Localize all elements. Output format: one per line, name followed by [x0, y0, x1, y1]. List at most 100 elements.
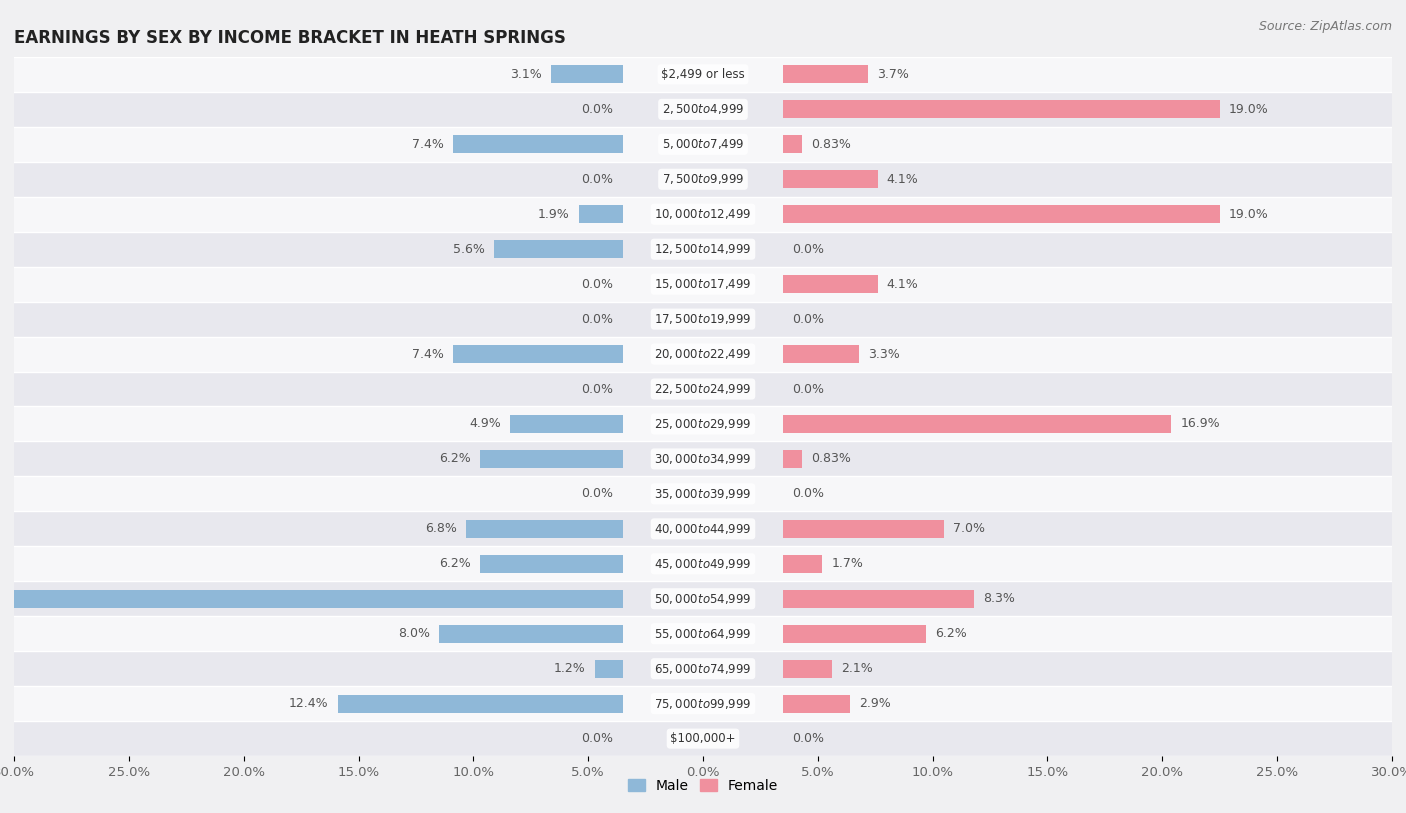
Bar: [481, 450, 623, 468]
Text: 0.0%: 0.0%: [582, 103, 613, 115]
Bar: [783, 135, 803, 154]
Text: $20,000 to $22,499: $20,000 to $22,499: [654, 347, 752, 361]
Bar: [14, 232, 1392, 267]
Text: 7.4%: 7.4%: [412, 348, 443, 360]
Bar: [14, 127, 1392, 162]
Bar: [14, 546, 1392, 581]
Text: $35,000 to $39,999: $35,000 to $39,999: [654, 487, 752, 501]
Bar: [14, 337, 1392, 372]
Text: 7.4%: 7.4%: [412, 138, 443, 150]
Text: 6.8%: 6.8%: [426, 523, 457, 535]
Text: 16.9%: 16.9%: [1181, 418, 1220, 430]
Bar: [783, 450, 803, 468]
Text: $50,000 to $54,999: $50,000 to $54,999: [654, 592, 752, 606]
Bar: [14, 302, 1392, 337]
Bar: [453, 135, 623, 154]
Bar: [14, 406, 1392, 441]
Text: 4.9%: 4.9%: [470, 418, 501, 430]
Text: $45,000 to $49,999: $45,000 to $49,999: [654, 557, 752, 571]
Bar: [337, 694, 623, 713]
Text: $12,500 to $14,999: $12,500 to $14,999: [654, 242, 752, 256]
Text: $100,000+: $100,000+: [671, 733, 735, 745]
Text: 6.2%: 6.2%: [935, 628, 967, 640]
Text: 0.0%: 0.0%: [793, 313, 824, 325]
Text: $10,000 to $12,499: $10,000 to $12,499: [654, 207, 752, 221]
Text: 0.0%: 0.0%: [793, 243, 824, 255]
Text: 19.0%: 19.0%: [1229, 208, 1268, 220]
Bar: [14, 372, 1392, 406]
Text: 0.0%: 0.0%: [793, 733, 824, 745]
Text: EARNINGS BY SEX BY INCOME BRACKET IN HEATH SPRINGS: EARNINGS BY SEX BY INCOME BRACKET IN HEA…: [14, 29, 567, 47]
Text: 1.2%: 1.2%: [554, 663, 586, 675]
Bar: [783, 659, 831, 678]
Bar: [783, 170, 877, 189]
Text: 5.6%: 5.6%: [453, 243, 485, 255]
Bar: [14, 476, 1392, 511]
Bar: [783, 694, 851, 713]
Bar: [14, 511, 1392, 546]
Text: 0.0%: 0.0%: [793, 488, 824, 500]
Text: 4.1%: 4.1%: [887, 173, 918, 185]
Text: 7.0%: 7.0%: [953, 523, 986, 535]
Bar: [14, 616, 1392, 651]
Bar: [14, 92, 1392, 127]
Text: 1.9%: 1.9%: [538, 208, 569, 220]
Bar: [510, 415, 623, 433]
Text: 3.7%: 3.7%: [877, 68, 910, 80]
Text: $40,000 to $44,999: $40,000 to $44,999: [654, 522, 752, 536]
Text: 0.0%: 0.0%: [793, 383, 824, 395]
Text: 1.7%: 1.7%: [831, 558, 863, 570]
Text: $75,000 to $99,999: $75,000 to $99,999: [654, 697, 752, 711]
Text: 0.0%: 0.0%: [582, 278, 613, 290]
Bar: [783, 345, 859, 363]
Text: $2,499 or less: $2,499 or less: [661, 68, 745, 80]
Bar: [0, 589, 623, 608]
Text: 4.1%: 4.1%: [887, 278, 918, 290]
Bar: [481, 554, 623, 573]
Bar: [14, 581, 1392, 616]
Text: $7,500 to $9,999: $7,500 to $9,999: [662, 172, 744, 186]
Text: Source: ZipAtlas.com: Source: ZipAtlas.com: [1258, 20, 1392, 33]
Text: 0.83%: 0.83%: [811, 453, 852, 465]
Bar: [14, 441, 1392, 476]
Legend: Male, Female: Male, Female: [623, 773, 783, 798]
Bar: [439, 624, 623, 643]
Bar: [14, 686, 1392, 721]
Text: 0.0%: 0.0%: [582, 488, 613, 500]
Text: 2.9%: 2.9%: [859, 698, 891, 710]
Bar: [14, 267, 1392, 302]
Bar: [595, 659, 623, 678]
Bar: [783, 624, 925, 643]
Text: 8.3%: 8.3%: [983, 593, 1015, 605]
Text: 0.83%: 0.83%: [811, 138, 852, 150]
Bar: [14, 721, 1392, 756]
Bar: [579, 205, 623, 224]
Text: 3.3%: 3.3%: [869, 348, 900, 360]
Text: 2.1%: 2.1%: [841, 663, 873, 675]
Bar: [783, 100, 1220, 119]
Bar: [14, 57, 1392, 92]
Bar: [14, 197, 1392, 232]
Bar: [783, 275, 877, 293]
Bar: [14, 162, 1392, 197]
Text: $2,500 to $4,999: $2,500 to $4,999: [662, 102, 744, 116]
Text: $30,000 to $34,999: $30,000 to $34,999: [654, 452, 752, 466]
Text: 3.1%: 3.1%: [510, 68, 543, 80]
Bar: [453, 345, 623, 363]
Text: 0.0%: 0.0%: [582, 383, 613, 395]
Text: $55,000 to $64,999: $55,000 to $64,999: [654, 627, 752, 641]
Bar: [783, 205, 1220, 224]
Text: 6.2%: 6.2%: [439, 558, 471, 570]
Text: $22,500 to $24,999: $22,500 to $24,999: [654, 382, 752, 396]
Bar: [467, 520, 623, 538]
Text: 0.0%: 0.0%: [582, 313, 613, 325]
Text: $5,000 to $7,499: $5,000 to $7,499: [662, 137, 744, 151]
Text: 12.4%: 12.4%: [290, 698, 329, 710]
Bar: [783, 415, 1171, 433]
Text: $65,000 to $74,999: $65,000 to $74,999: [654, 662, 752, 676]
Text: 0.0%: 0.0%: [582, 173, 613, 185]
Text: 8.0%: 8.0%: [398, 628, 430, 640]
Bar: [551, 65, 623, 84]
Bar: [783, 520, 945, 538]
Bar: [494, 240, 623, 259]
